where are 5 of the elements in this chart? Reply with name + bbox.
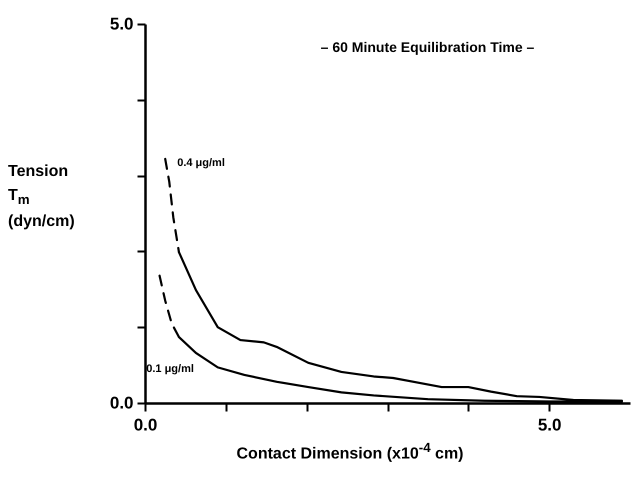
x-axis-title: Contact Dimension (x10$^{-4}$ cm) — [235, 440, 465, 464]
text: – 60 Minute Equilibration Time – — [320, 39, 535, 55]
series-label: 0.4 μg/ml — [177, 156, 225, 169]
series-label: 0.1 μg/ml — [146, 362, 194, 375]
y-axis-title: Tension T$_{m}$ (dyn/cm) — [8, 162, 76, 232]
